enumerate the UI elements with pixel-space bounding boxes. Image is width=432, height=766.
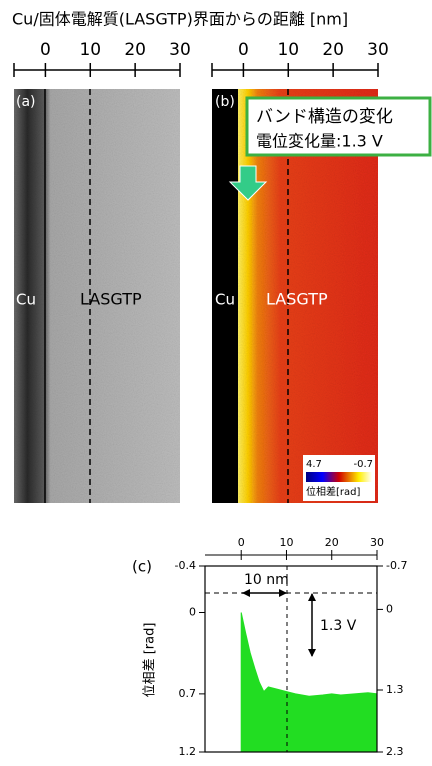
scale-tick-label: 20	[322, 40, 344, 60]
scale-tick-label: 10	[277, 40, 299, 60]
panel-a: (a) Cu LASGTP	[14, 89, 180, 503]
annotation: 10 nm	[244, 572, 289, 588]
cu-label: Cu	[215, 291, 235, 309]
arrow-head	[308, 649, 316, 657]
phase-image	[238, 89, 378, 503]
arrow-head	[279, 589, 287, 597]
figure-title: Cu/固体電解質(LASGTP)界面からの距離 [nm]	[12, 10, 348, 29]
arrow	[228, 165, 268, 201]
colorbar	[306, 472, 372, 482]
y2-tick-label: -0.7	[386, 559, 407, 572]
panel-label: (c)	[132, 558, 152, 576]
scale-tick-label: 30	[169, 40, 191, 60]
x-tick-label: 0	[238, 536, 245, 549]
panel-b: (b) Cu LASGTP バンド構造の変化 電位変化量:1.3 V 4.7 -…	[212, 89, 432, 503]
y-tick-label: 0	[189, 606, 196, 619]
scale-tick-label: 10	[79, 40, 101, 60]
colorbar-max: 4.7	[306, 459, 322, 470]
scale-tick-label: 20	[124, 40, 146, 60]
x-tick-label: 20	[325, 536, 339, 549]
arrow-head	[308, 593, 316, 601]
area	[240, 612, 378, 753]
callout-text: バンド構造の変化	[256, 107, 393, 127]
lasgtp-label: LASGTP	[80, 290, 142, 309]
tem-image	[14, 89, 180, 503]
y2-tick-label: 0	[386, 602, 393, 615]
y2-tick-label: 1.3	[386, 683, 404, 696]
colorbar-min: -0.7	[353, 459, 373, 470]
scale-tick-label: 0	[238, 40, 249, 60]
x-tick-label: 10	[279, 536, 293, 549]
y2-tick-label: 2.3	[386, 745, 404, 758]
annotation: 1.3 V	[320, 618, 357, 634]
callout-text: 電位変化量:1.3 V	[256, 132, 383, 151]
lasgtp-label: LASGTP	[266, 290, 328, 309]
scale-tick-label: 30	[367, 40, 389, 60]
y-tick-label: 1.2	[179, 745, 197, 758]
colorbar-label: 位相差[rad]	[306, 485, 360, 498]
plot-frame	[204, 565, 378, 753]
arrow-head	[242, 589, 250, 597]
y-tick-label: 0.7	[179, 687, 197, 700]
x-tick-label: 30	[370, 536, 384, 549]
cu-label: Cu	[16, 291, 36, 309]
panel-label: (a)	[16, 94, 36, 110]
y-tick-label: -0.4	[175, 559, 196, 572]
scale-tick-label: 0	[40, 40, 51, 60]
panel-label: (b)	[215, 94, 235, 110]
callout-box	[245, 96, 432, 157]
y-axis-label: 位相差 [rad]	[143, 623, 158, 698]
